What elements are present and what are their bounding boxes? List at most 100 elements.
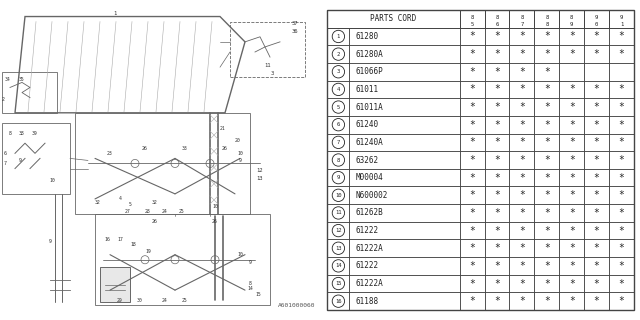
Bar [509,98,534,116]
Text: *: * [494,261,500,271]
Bar [509,10,534,28]
Text: 8: 8 [545,22,548,27]
Text: *: * [519,173,525,183]
Text: *: * [569,173,575,183]
Text: *: * [594,49,600,59]
Text: *: * [469,278,475,289]
Text: 11: 11 [265,63,271,68]
Text: *: * [594,278,600,289]
Bar [509,222,534,239]
Text: 10: 10 [335,193,342,198]
Bar [460,204,484,222]
Text: 10: 10 [237,151,243,156]
Bar [534,98,559,116]
Text: 61011: 61011 [355,85,378,94]
Text: *: * [544,261,550,271]
Text: *: * [494,137,500,147]
Text: 0: 0 [595,22,598,27]
Text: 9: 9 [337,175,340,180]
Bar [609,45,634,63]
Bar [509,81,534,98]
Bar [460,292,484,310]
Text: 8: 8 [337,157,340,163]
Text: 13: 13 [257,176,263,181]
Text: 15: 15 [335,281,342,286]
Bar [328,81,349,98]
Text: 6: 6 [495,22,499,27]
Text: *: * [619,261,625,271]
Bar [584,239,609,257]
Text: PARTS CORD: PARTS CORD [371,14,417,23]
Text: 13: 13 [335,246,342,251]
Text: 16: 16 [335,299,342,304]
Bar [484,45,509,63]
Text: *: * [594,226,600,236]
Bar [484,81,509,98]
Text: *: * [494,155,500,165]
Bar [460,151,484,169]
Bar [328,239,349,257]
Bar [484,169,509,187]
Bar [584,187,609,204]
Text: 2: 2 [337,52,340,57]
Text: *: * [469,155,475,165]
Bar [328,169,349,187]
Bar [484,10,509,28]
Bar [609,98,634,116]
Bar [349,63,460,81]
Text: *: * [519,226,525,236]
Text: *: * [469,120,475,130]
Text: 14: 14 [335,263,342,268]
Bar [534,63,559,81]
Text: *: * [494,226,500,236]
Text: 9: 9 [595,14,598,20]
Text: *: * [594,208,600,218]
Bar [584,98,609,116]
Bar [349,292,460,310]
Text: *: * [569,226,575,236]
Bar [484,133,509,151]
Text: *: * [519,120,525,130]
Text: 23: 23 [107,151,113,156]
Text: *: * [569,31,575,42]
Text: *: * [594,155,600,165]
Bar [328,133,349,151]
Bar [534,28,559,45]
Bar [609,10,634,28]
Text: *: * [619,173,625,183]
Text: *: * [619,49,625,59]
Text: *: * [494,31,500,42]
Text: *: * [494,173,500,183]
Text: 26: 26 [152,219,158,224]
Text: 30: 30 [137,298,143,303]
Text: 10: 10 [212,204,218,209]
Text: 29: 29 [117,298,123,303]
Text: 11: 11 [335,211,342,215]
Text: *: * [519,261,525,271]
Bar [534,187,559,204]
Text: *: * [544,102,550,112]
Text: 3: 3 [337,69,340,74]
Text: 37: 37 [292,21,298,26]
Text: *: * [594,173,600,183]
Text: *: * [619,208,625,218]
Bar [584,28,609,45]
Bar [328,28,349,45]
Bar [534,81,559,98]
Bar [328,222,349,239]
Text: 16: 16 [104,237,110,242]
Text: 12: 12 [335,228,342,233]
Bar [534,292,559,310]
Text: *: * [594,190,600,200]
Bar [559,275,584,292]
Text: *: * [594,296,600,306]
Bar [534,10,559,28]
Text: *: * [569,84,575,94]
Text: *: * [594,84,600,94]
Text: *: * [544,49,550,59]
Text: *: * [594,261,600,271]
Bar [349,257,460,275]
Bar [484,98,509,116]
Text: 3: 3 [270,71,274,76]
Text: 27: 27 [125,209,131,213]
